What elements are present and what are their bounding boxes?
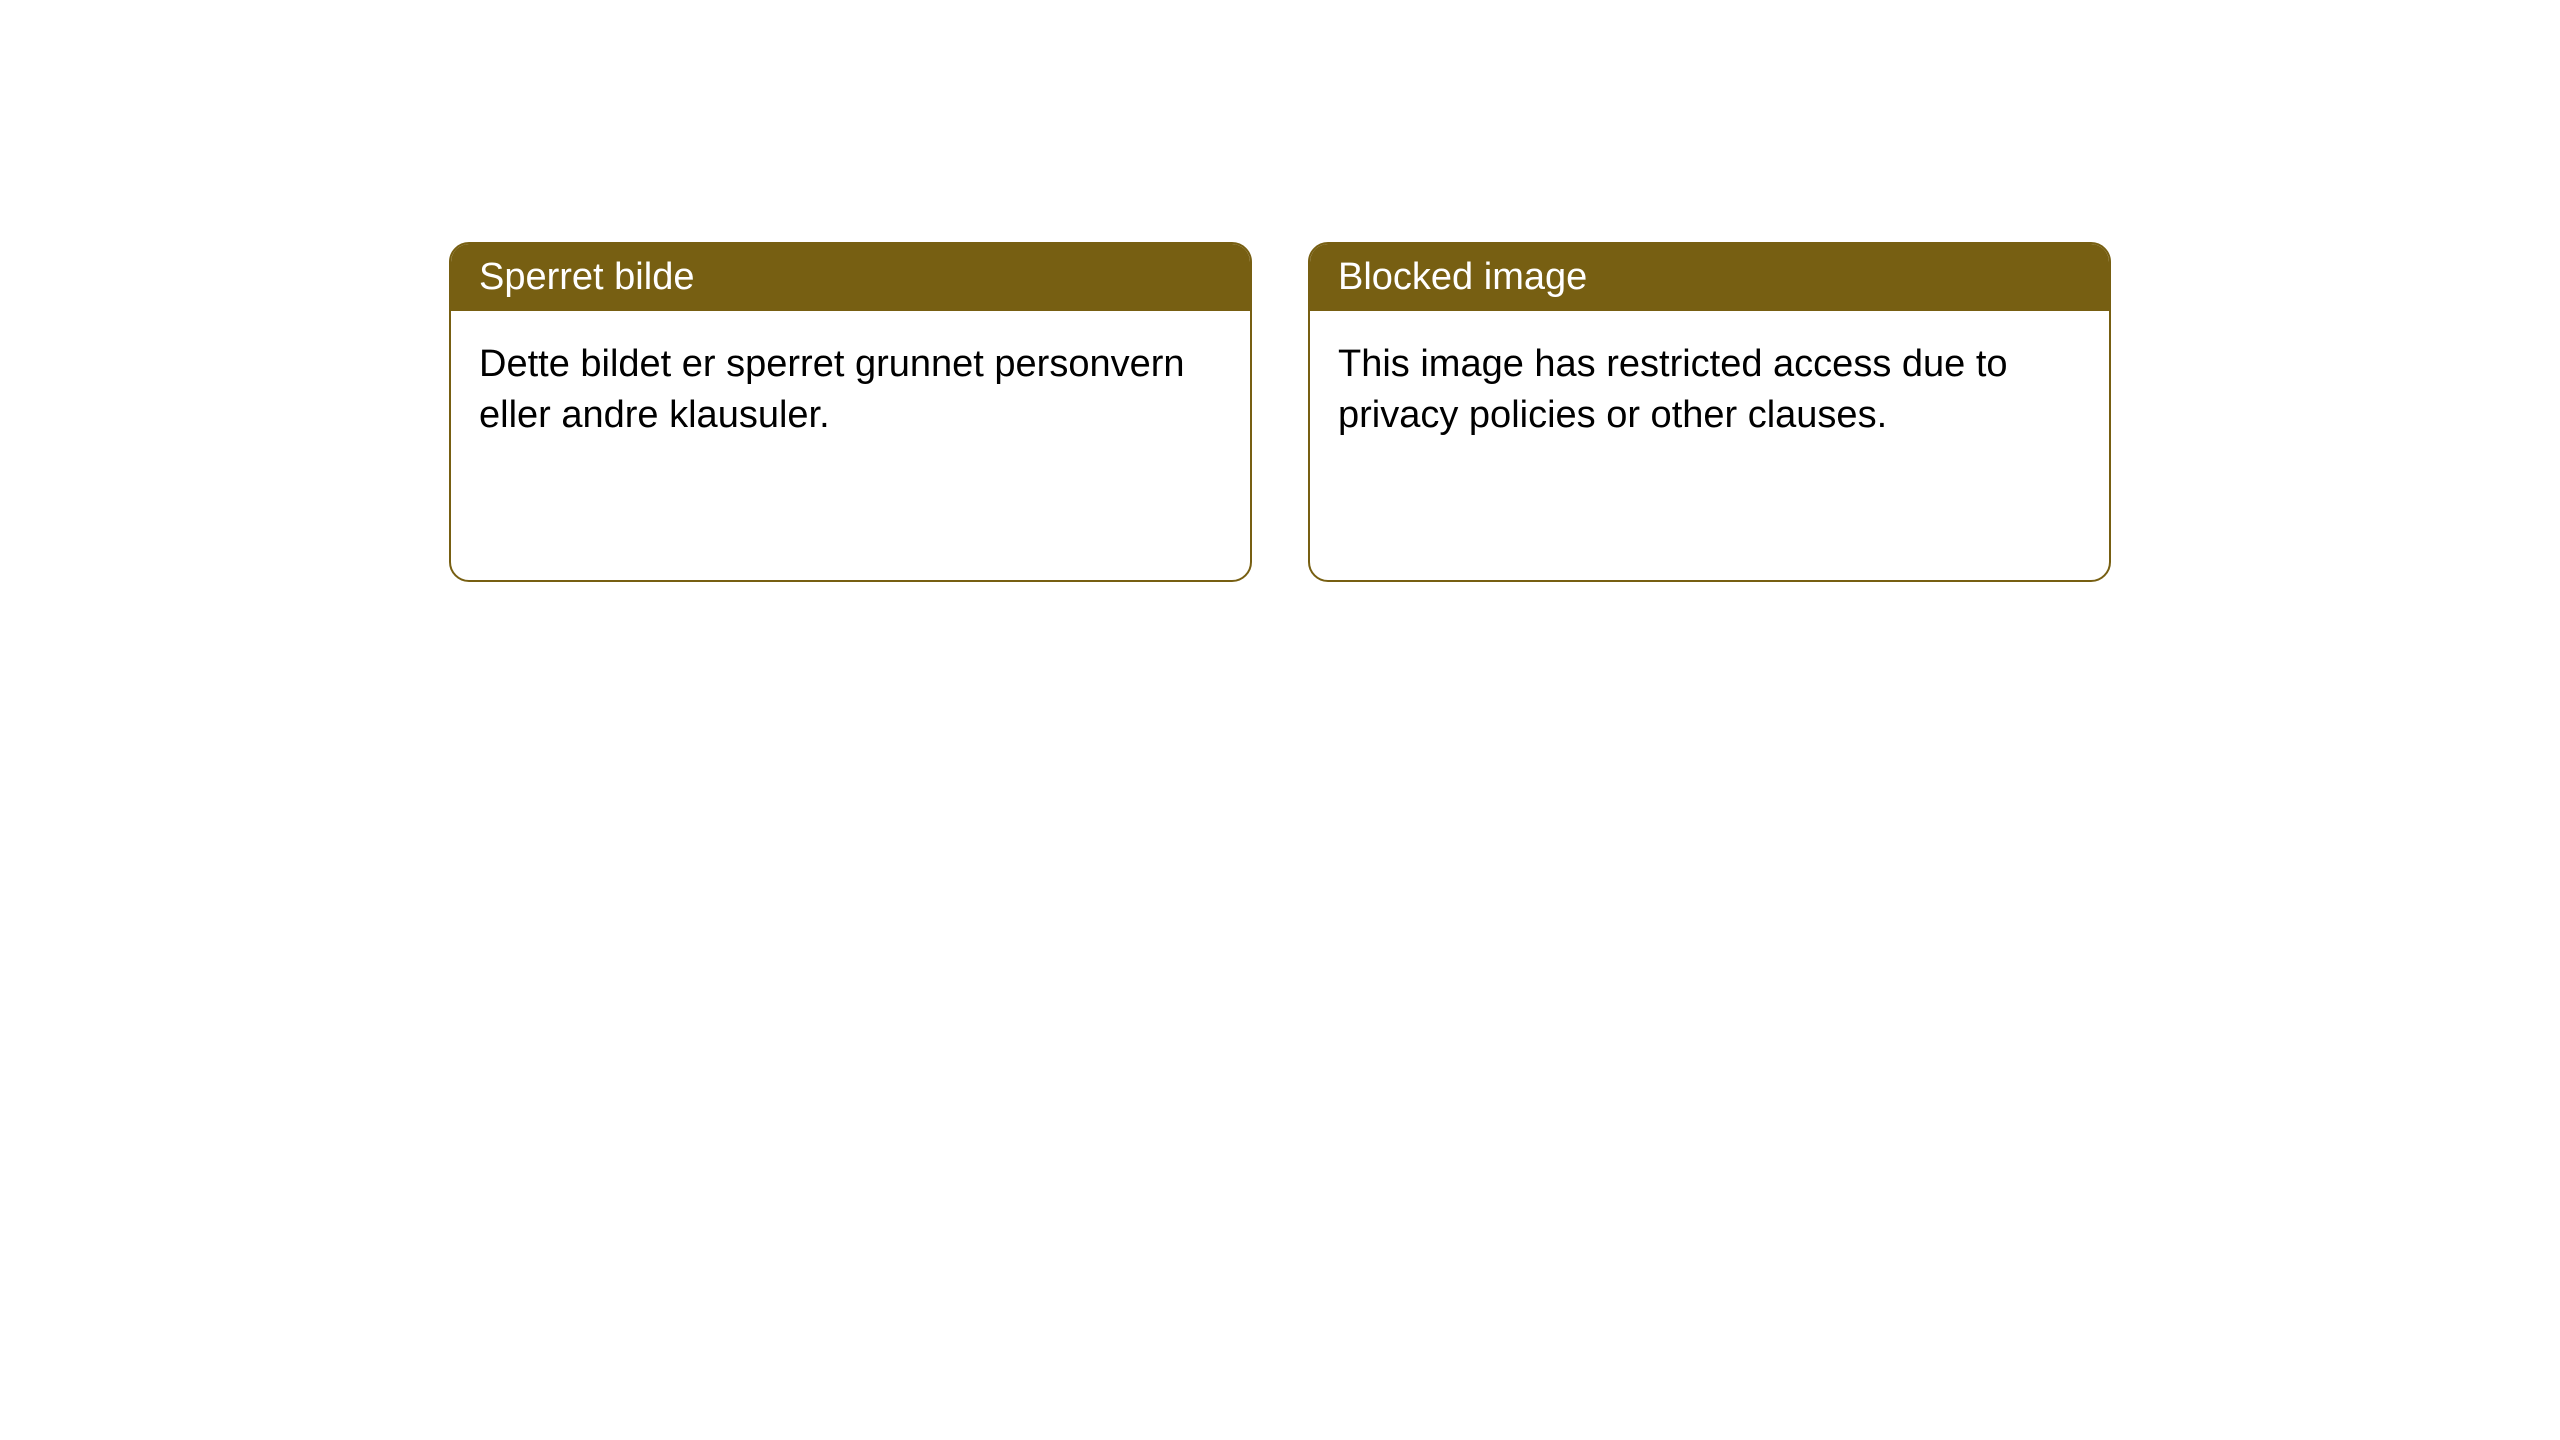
notice-card-body: Dette bildet er sperret grunnet personve… [451, 311, 1250, 470]
notice-container: Sperret bilde Dette bildet er sperret gr… [449, 242, 2111, 582]
notice-card-header: Blocked image [1310, 244, 2109, 311]
notice-card-norwegian: Sperret bilde Dette bildet er sperret gr… [449, 242, 1252, 582]
notice-card-english: Blocked image This image has restricted … [1308, 242, 2111, 582]
notice-card-header: Sperret bilde [451, 244, 1250, 311]
notice-card-body: This image has restricted access due to … [1310, 311, 2109, 470]
